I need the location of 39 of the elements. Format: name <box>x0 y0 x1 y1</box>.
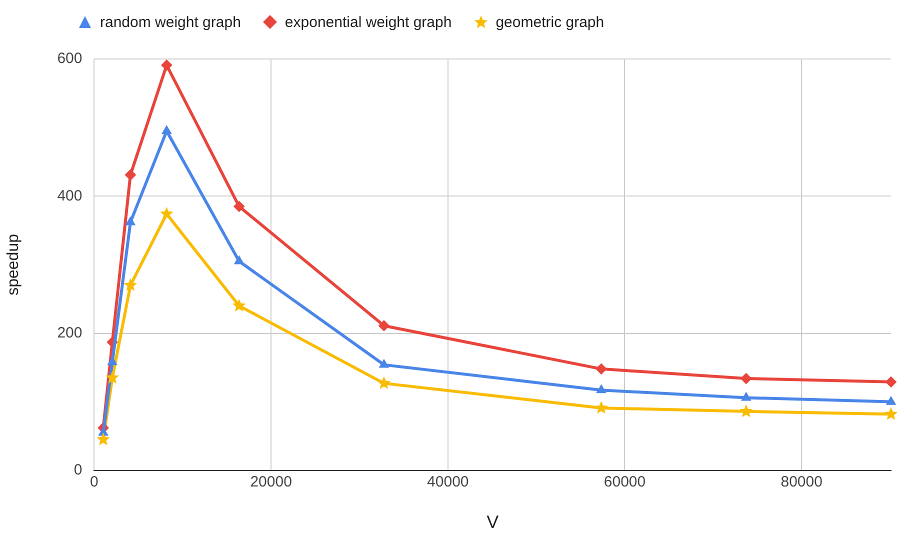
y-tick-label: 400 <box>57 187 82 204</box>
x-tick-label: 40000 <box>427 474 469 491</box>
legend-label: geometric graph <box>496 14 604 30</box>
point <box>377 376 391 389</box>
point <box>160 206 174 220</box>
x-tick-label: 80000 <box>780 474 822 491</box>
point <box>596 363 607 374</box>
point <box>886 396 896 405</box>
x-tick-label: 60000 <box>604 474 646 491</box>
point <box>739 404 753 418</box>
point <box>98 427 108 436</box>
point <box>124 278 138 291</box>
point <box>594 401 608 414</box>
point <box>884 407 897 420</box>
legend-label: exponential weight graph <box>284 14 452 30</box>
point <box>379 359 389 368</box>
x-axis-title: V <box>486 512 499 532</box>
point <box>108 356 118 366</box>
point <box>126 216 136 226</box>
point <box>886 376 896 388</box>
point <box>378 320 390 332</box>
point <box>162 125 172 134</box>
point <box>234 256 244 264</box>
point <box>232 298 246 312</box>
y-axis-title: speedup <box>5 234 22 296</box>
y-tick-label: 0 <box>74 462 82 479</box>
point <box>741 392 751 401</box>
y-tick-label: 200 <box>57 324 82 342</box>
point <box>740 373 752 384</box>
point <box>124 169 136 180</box>
point <box>106 370 119 384</box>
point <box>96 432 110 446</box>
x-tick-label: 20000 <box>250 474 292 491</box>
y-tick-label: 600 <box>57 50 82 68</box>
legend-label: random weight graph <box>100 14 241 30</box>
point <box>234 200 245 212</box>
point <box>596 384 606 394</box>
point <box>161 60 172 71</box>
x-tick-label: 0 <box>90 474 98 491</box>
